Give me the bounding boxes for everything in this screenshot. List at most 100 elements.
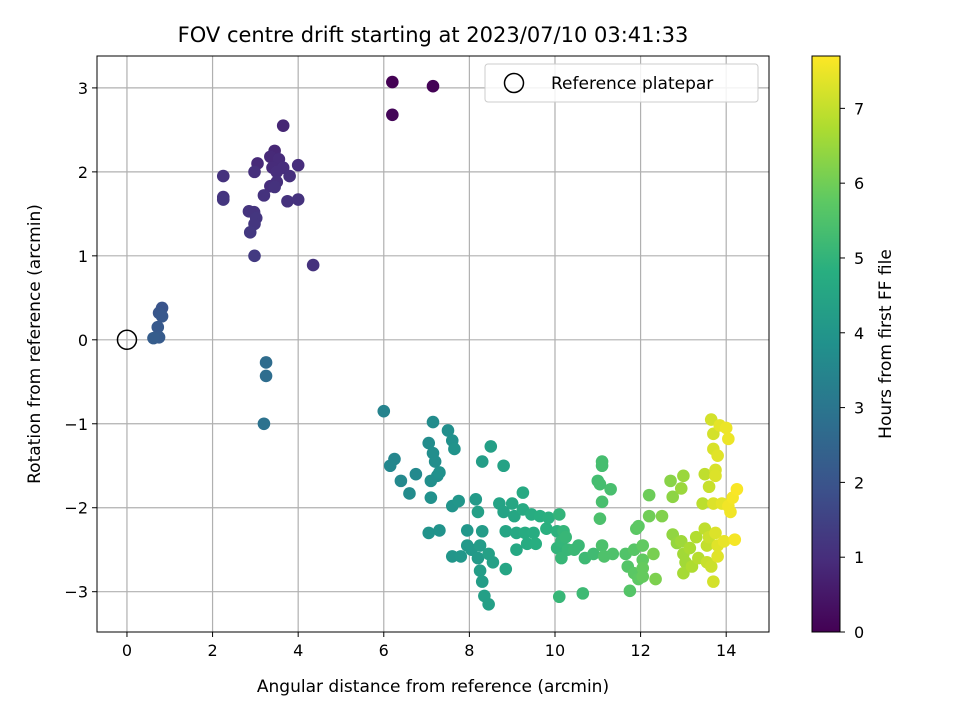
data-point [595, 459, 609, 473]
x-tick-label: 4 [293, 641, 303, 660]
data-point [306, 258, 320, 272]
data-point [696, 497, 709, 510]
data-points [116, 75, 744, 611]
data-point [709, 526, 722, 540]
data-point [452, 494, 465, 508]
data-point [441, 424, 455, 437]
data-point [559, 530, 572, 544]
data-point [711, 449, 724, 462]
data-point [424, 491, 438, 504]
colorbar-tick-label: 6 [854, 174, 864, 193]
data-point [604, 482, 617, 496]
reference-platepar-marker [116, 329, 138, 351]
data-point [606, 547, 620, 561]
legend: Reference platepar [484, 63, 759, 103]
colorbar-tick-label: 1 [854, 548, 864, 567]
data-point [475, 575, 489, 588]
data-point [276, 119, 290, 132]
data-point [409, 467, 423, 481]
data-point [709, 469, 722, 483]
data-point [422, 436, 436, 450]
data-point [469, 493, 483, 506]
y-axis-label: Rotation from reference (arcmin) [25, 204, 45, 484]
data-point [632, 519, 645, 533]
data-point [623, 584, 637, 598]
data-point [259, 356, 273, 369]
data-point [499, 562, 513, 576]
colorbar-tick-label: 4 [854, 324, 864, 343]
data-point [386, 75, 399, 89]
data-point [482, 597, 495, 611]
data-point [527, 526, 540, 540]
colorbar-tick-label: 2 [854, 473, 864, 492]
data-point [426, 79, 440, 93]
data-point [719, 421, 733, 435]
data-point [394, 474, 408, 488]
data-point [649, 572, 662, 586]
colorbar-ticks: 0 1 2 3 4 5 6 7 [840, 99, 864, 642]
data-point [497, 505, 510, 519]
x-tick-label: 6 [379, 641, 389, 660]
data-point [636, 539, 650, 552]
data-point [155, 309, 169, 323]
plot-frame [96, 55, 770, 633]
data-point [505, 497, 519, 510]
data-point [636, 570, 650, 583]
y-axis-ticks: −3 −2 −1 0 1 2 3 [64, 79, 97, 602]
grid-lines [97, 56, 769, 632]
colorbar-tick-label: 5 [854, 249, 864, 268]
data-point [664, 474, 677, 488]
x-tick-label: 2 [207, 641, 217, 660]
data-point [257, 189, 271, 202]
data-point [540, 522, 553, 536]
data-point [383, 459, 397, 473]
x-tick-label: 12 [630, 641, 650, 660]
data-point [642, 509, 656, 523]
data-point [428, 455, 442, 468]
data-point [595, 495, 609, 509]
legend-box [484, 63, 759, 103]
data-point [475, 455, 489, 468]
data-point [677, 469, 690, 483]
data-point [475, 524, 489, 538]
data-point [448, 442, 461, 456]
data-point [510, 543, 523, 557]
data-point [433, 524, 446, 537]
data-point [674, 482, 688, 495]
data-point [593, 477, 607, 491]
colorbar: 0 1 2 3 4 5 6 7 Hours from first FF file [811, 55, 896, 642]
data-point [674, 535, 688, 548]
data-point [257, 417, 271, 431]
data-point [508, 509, 521, 523]
data-point [433, 466, 446, 479]
data-point [707, 575, 720, 588]
data-point [555, 551, 568, 565]
x-tick-label: 14 [716, 641, 736, 660]
data-point [728, 533, 742, 546]
data-point [704, 560, 718, 573]
data-point [647, 547, 660, 561]
y-tick-label: 0 [78, 331, 88, 350]
data-point [698, 467, 712, 481]
y-tick-label: 2 [78, 163, 88, 182]
data-point [497, 459, 510, 473]
colorbar-tick-label: 0 [854, 623, 864, 642]
data-point [259, 369, 273, 383]
data-point [542, 511, 555, 525]
x-axis-label: Angular distance from reference (arcmin) [257, 677, 609, 697]
data-point [216, 193, 230, 206]
data-point [730, 482, 744, 496]
y-tick-label: 1 [78, 247, 88, 266]
data-point [216, 169, 230, 183]
data-point [724, 505, 737, 519]
colorbar-gradient [811, 55, 841, 633]
x-tick-label: 8 [464, 641, 474, 660]
data-point [722, 432, 735, 446]
legend-reference-marker [503, 72, 525, 94]
data-point [283, 169, 296, 183]
y-tick-label: −1 [64, 415, 88, 434]
data-point [683, 541, 697, 555]
data-point [717, 535, 731, 548]
data-point [484, 440, 498, 453]
